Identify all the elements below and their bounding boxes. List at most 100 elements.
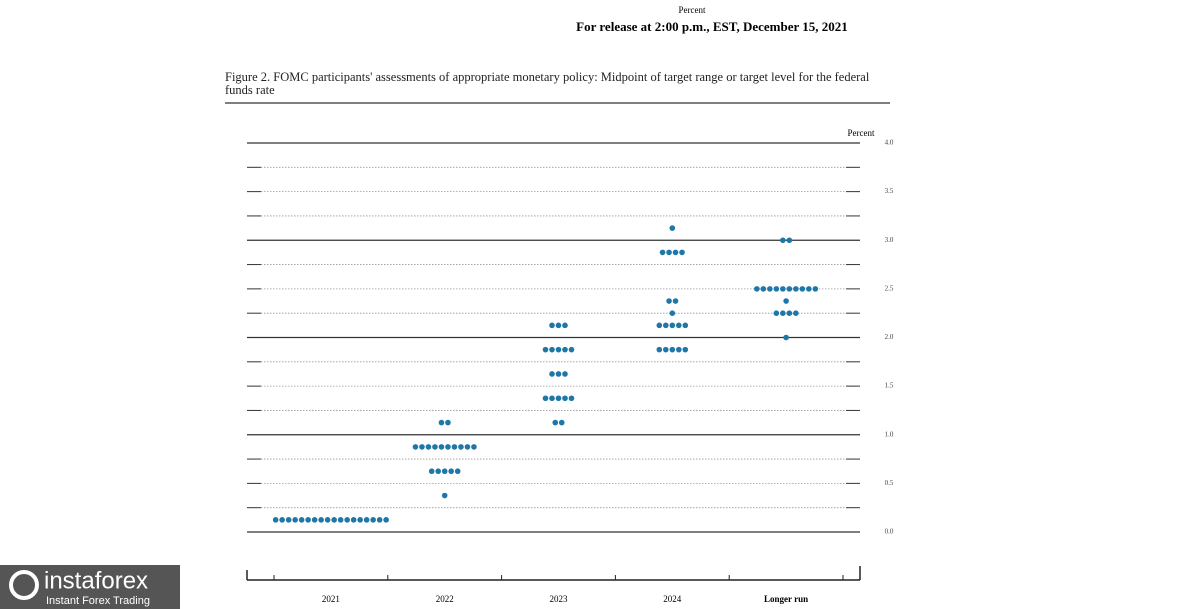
dot [412, 444, 419, 450]
dot [441, 492, 448, 499]
x-tick-label: 2022 [436, 594, 454, 604]
dot [441, 468, 448, 475]
dot [451, 444, 458, 450]
dot [799, 286, 806, 292]
dot [549, 371, 555, 377]
dot [285, 517, 292, 523]
x-tick-label: Longer run [764, 594, 808, 604]
dot [370, 517, 376, 523]
dot [279, 517, 285, 523]
release-line: For release at 2:00 p.m., EST, December … [576, 19, 848, 34]
y-tick-label: 1.5 [885, 382, 894, 390]
dot [471, 444, 477, 450]
dot [666, 249, 672, 256]
dot [679, 249, 685, 256]
dot [555, 322, 562, 329]
y-tick-label: 4.0 [885, 139, 894, 147]
watermark-icon [9, 570, 39, 600]
y-tick-label: 0.5 [885, 479, 894, 487]
dot [555, 395, 562, 402]
y-tick-label: 2.0 [885, 333, 894, 341]
dot [656, 322, 663, 329]
dot [555, 371, 562, 377]
dot [383, 517, 389, 523]
dot [672, 249, 679, 256]
dot [458, 444, 464, 450]
dot [552, 419, 559, 426]
dot [676, 346, 682, 353]
dot [806, 286, 812, 292]
dot [445, 419, 451, 426]
dot [773, 286, 780, 292]
dot [780, 286, 786, 292]
y-tick-label: 3.5 [885, 187, 894, 195]
x-tick-label: 2021 [322, 594, 340, 604]
dot [568, 395, 575, 402]
dot [549, 322, 555, 329]
dot [272, 517, 279, 523]
y-tick-label: 2.5 [885, 284, 894, 292]
y-tick-label: 3.0 [885, 236, 894, 244]
dot [767, 286, 773, 292]
dot [331, 517, 337, 523]
dot [464, 444, 471, 450]
dot [562, 322, 568, 329]
dot [672, 298, 679, 304]
dot [562, 395, 568, 402]
dot [318, 517, 324, 523]
dot [542, 346, 549, 353]
dot [773, 310, 780, 316]
dot [311, 517, 318, 523]
dot [438, 444, 445, 450]
dot [542, 395, 549, 402]
dot [448, 468, 455, 475]
dot [562, 346, 568, 353]
dot [350, 517, 357, 523]
dot [344, 517, 350, 523]
y-axis-label: Percent [848, 128, 875, 138]
dot [428, 468, 435, 475]
dot [656, 346, 663, 353]
y-tick-label: 1.0 [885, 430, 894, 438]
dot [793, 310, 799, 316]
dot [666, 298, 672, 304]
dot [783, 298, 789, 304]
dot [445, 444, 451, 450]
dot [663, 346, 669, 353]
dot [786, 286, 793, 292]
dot [659, 249, 666, 256]
dot [786, 310, 793, 316]
dot [376, 517, 383, 523]
dot [549, 395, 555, 402]
dot [435, 468, 442, 475]
watermark: instaforex Instant Forex Trading [0, 565, 180, 609]
dot [568, 346, 575, 353]
dot [663, 322, 669, 329]
watermark-tagline: Instant Forex Trading [46, 595, 150, 607]
dot [324, 517, 331, 523]
dot [669, 225, 676, 231]
dot [555, 346, 562, 353]
dot [425, 444, 432, 450]
dot [669, 322, 676, 329]
dot [780, 237, 786, 244]
dot [298, 517, 305, 523]
dot [438, 419, 445, 426]
y-tick-label: 0.0 [885, 528, 894, 536]
dot [676, 322, 682, 329]
dot [292, 517, 298, 523]
chart-title: Figure 2. FOMC participants' assessments… [225, 70, 870, 97]
dot [780, 310, 786, 316]
dot [760, 286, 767, 292]
watermark-name: instaforex [44, 567, 148, 594]
dot [305, 517, 311, 523]
dot [454, 468, 461, 475]
dot [337, 517, 344, 523]
dot [754, 286, 760, 292]
dot [786, 237, 793, 244]
dot [669, 346, 676, 353]
x-tick-label: 2024 [663, 594, 682, 604]
dot [363, 517, 370, 523]
